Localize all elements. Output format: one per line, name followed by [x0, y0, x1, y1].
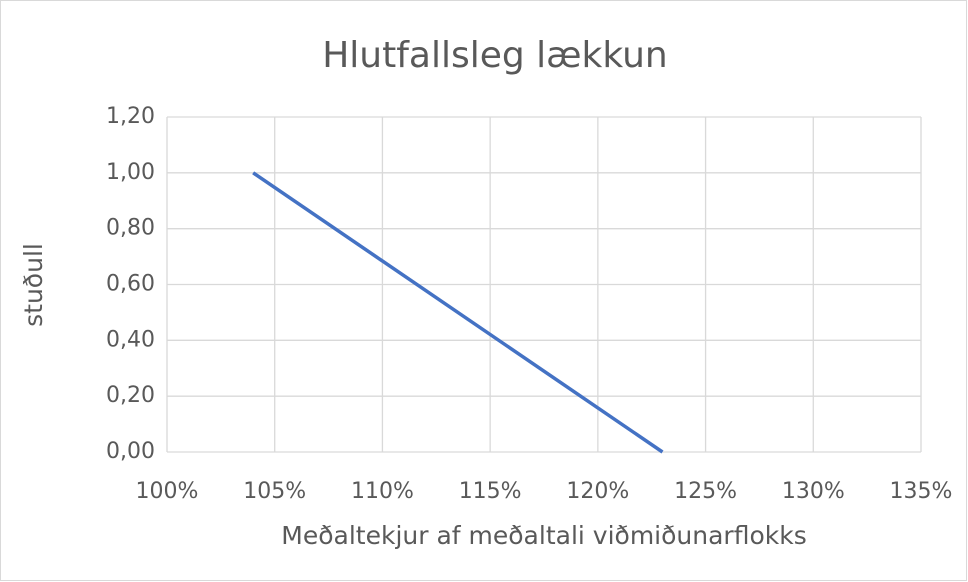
x-axis-label: Meðaltekjur af meðaltali viðmiðunarflokk… — [281, 521, 806, 550]
data-line — [252, 171, 664, 454]
y-tick-label: 0,00 — [106, 439, 155, 464]
x-tick-label: 100% — [136, 479, 199, 504]
x-tick-label: 120% — [566, 479, 629, 504]
x-tick-label: 115% — [459, 479, 522, 504]
y-tick-label: 1,20 — [106, 104, 155, 129]
x-tick-label: 105% — [243, 479, 306, 504]
x-tick-label: 110% — [351, 479, 414, 504]
chart-title: Hlutfallsleg lækkun — [322, 35, 668, 76]
y-axis-label: stuðull — [19, 243, 48, 327]
y-tick-label: 0,80 — [106, 216, 155, 241]
y-tick-label: 0,20 — [106, 383, 155, 408]
x-tick-label: 130% — [782, 479, 845, 504]
x-tick-label: 135% — [890, 479, 953, 504]
x-tick-label: 125% — [674, 479, 737, 504]
y-tick-label: 0,60 — [106, 272, 155, 297]
y-tick-label: 0,40 — [106, 327, 155, 352]
y-tick-label: 1,00 — [106, 160, 155, 185]
